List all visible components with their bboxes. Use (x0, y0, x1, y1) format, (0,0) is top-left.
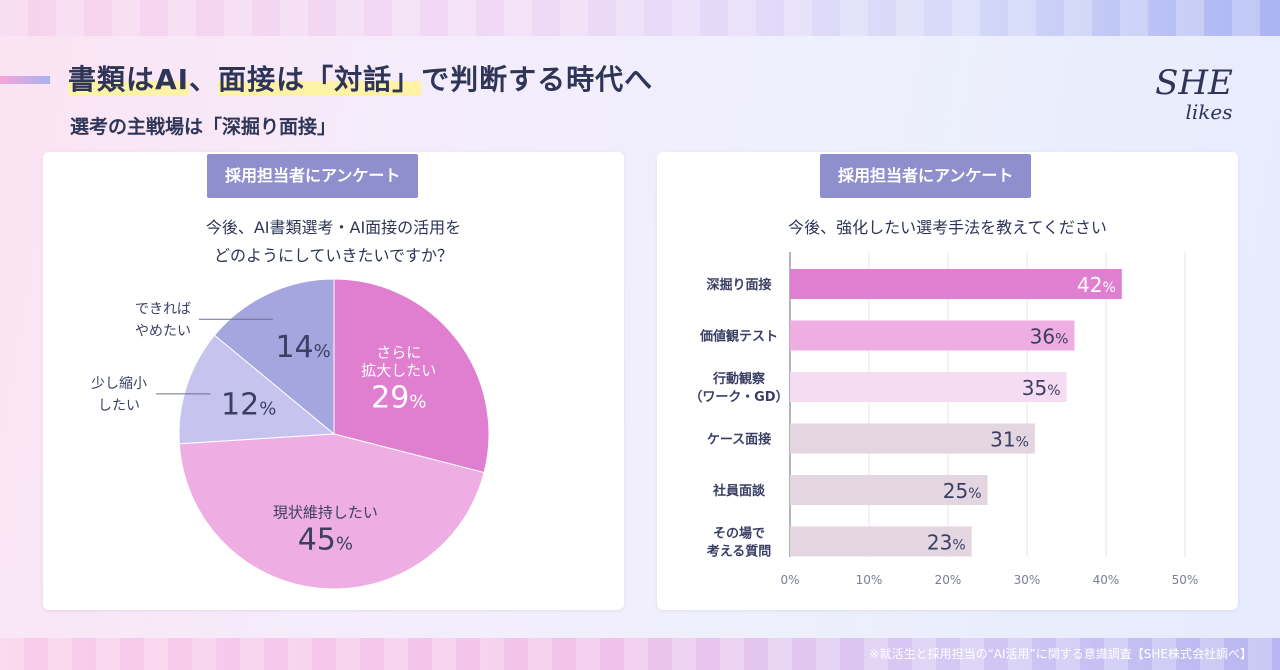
pie-slice-value-4: 14% (275, 330, 330, 365)
title-accent-line (0, 76, 50, 84)
page-title: 書類はAI、面接は「対話」で判断する時代へ (68, 58, 653, 98)
bar-chart-card: 採用担当者にアンケート 今後、強化したい選考手法を教えてください 0% 10% 20… (657, 152, 1238, 610)
bottom-decoration-stripe (0, 638, 1280, 670)
bar-survey-badge: 採用担当者にアンケート (820, 154, 1032, 198)
bar-x-tick-label-3: 20% (935, 573, 962, 587)
bar-value-label-5: 25% (943, 479, 982, 503)
bar-value-label-6: 23% (927, 531, 966, 555)
bar-question: 今後、強化したい選考手法を教えてください (788, 218, 1107, 237)
top-decoration-stripe (0, 0, 1280, 36)
pie-slice-2 (178, 433, 485, 590)
pie-question-line1: 今後、AI書類選考・AI面接の活用を (205, 218, 462, 237)
pie-outside-label-3: 少し縮小したい (91, 376, 147, 414)
bar-value-label-3: 35% (1022, 376, 1061, 400)
pie-slice-value-2: 45% (298, 523, 353, 558)
bar-value-label-4: 31% (990, 428, 1029, 452)
title-part-3: 面接は「対話」 (218, 63, 422, 96)
bar-x-tick-label-5: 40% (1093, 573, 1120, 587)
pie-question-line2: どのようにしていきたいですか？ (213, 246, 454, 265)
bar-x-tick-label-1: 0% (780, 573, 799, 587)
pie-outside-label-4: できればやめたい (135, 301, 191, 339)
bar-category-label-4: ケース面接 (707, 432, 771, 448)
bar-x-tick-label-2: 10% (856, 573, 883, 587)
bar-1 (790, 269, 1122, 299)
bar-6 (790, 526, 972, 557)
pie-survey-badge: 採用担当者にアンケート (207, 154, 419, 198)
bar-category-label-3: 行動観察（ワーク・GD） (689, 371, 788, 405)
bar-category-label-5: 社員面談 (712, 483, 766, 499)
pie-slice-3 (178, 334, 336, 445)
brand-logo-line1: SHE (1155, 63, 1233, 103)
bar-value-label-2: 36% (1030, 325, 1069, 349)
pie-slice-1 (333, 278, 490, 474)
pie-question: 今後、AI書類選考・AI面接の活用を どのようにしていきたいですか？ (43, 214, 624, 270)
brand-logo-line2: likes (1185, 100, 1233, 124)
bar-x-tick-label-6: 50% (1172, 573, 1199, 587)
pie-slice-value-1: 29% (371, 381, 426, 416)
source-note: ※就活生と採用担当の“AI活用”に関する意識調査【SHE株式会社調べ】 (869, 647, 1252, 661)
pie-slice-value-3: 12% (221, 387, 276, 422)
bar-value-label-1: 42% (1077, 273, 1116, 297)
bar-x-tick-label-4: 30% (1014, 573, 1041, 587)
pie-slice-label-2: 現状維持したい (273, 504, 378, 522)
bar-chart: 0% 10% 20% 30% 40% 50% 深掘り面接 42% 価値観テスト 36% 行動観察（ワ… (689, 252, 1199, 587)
bar-2 (790, 320, 1075, 351)
brand-logo: SHE likes (1144, 66, 1244, 136)
title-part-1: 書類はAI (68, 63, 190, 96)
title-part-4: で判断する時代へ (421, 63, 654, 96)
title-part-2: 、 (189, 63, 219, 96)
bar-category-label-2: 価値観テスト (699, 329, 778, 345)
pie-slice-4 (213, 278, 335, 436)
bar-category-label-1: 深掘り面接 (706, 277, 771, 293)
bar-5 (790, 475, 988, 505)
page-subtitle: 選考の主戦場は「深掘り面接」 (70, 116, 337, 138)
bar-3 (790, 372, 1067, 402)
pie-chart-card: 採用担当者にアンケート 今後、AI書類選考・AI面接の活用を どのようにしていき… (43, 152, 624, 610)
bar-4 (790, 423, 1035, 454)
bar-category-label-6: その場で考える質問 (707, 526, 772, 560)
pie-slice-label-1: さらに拡大したい (361, 344, 436, 380)
